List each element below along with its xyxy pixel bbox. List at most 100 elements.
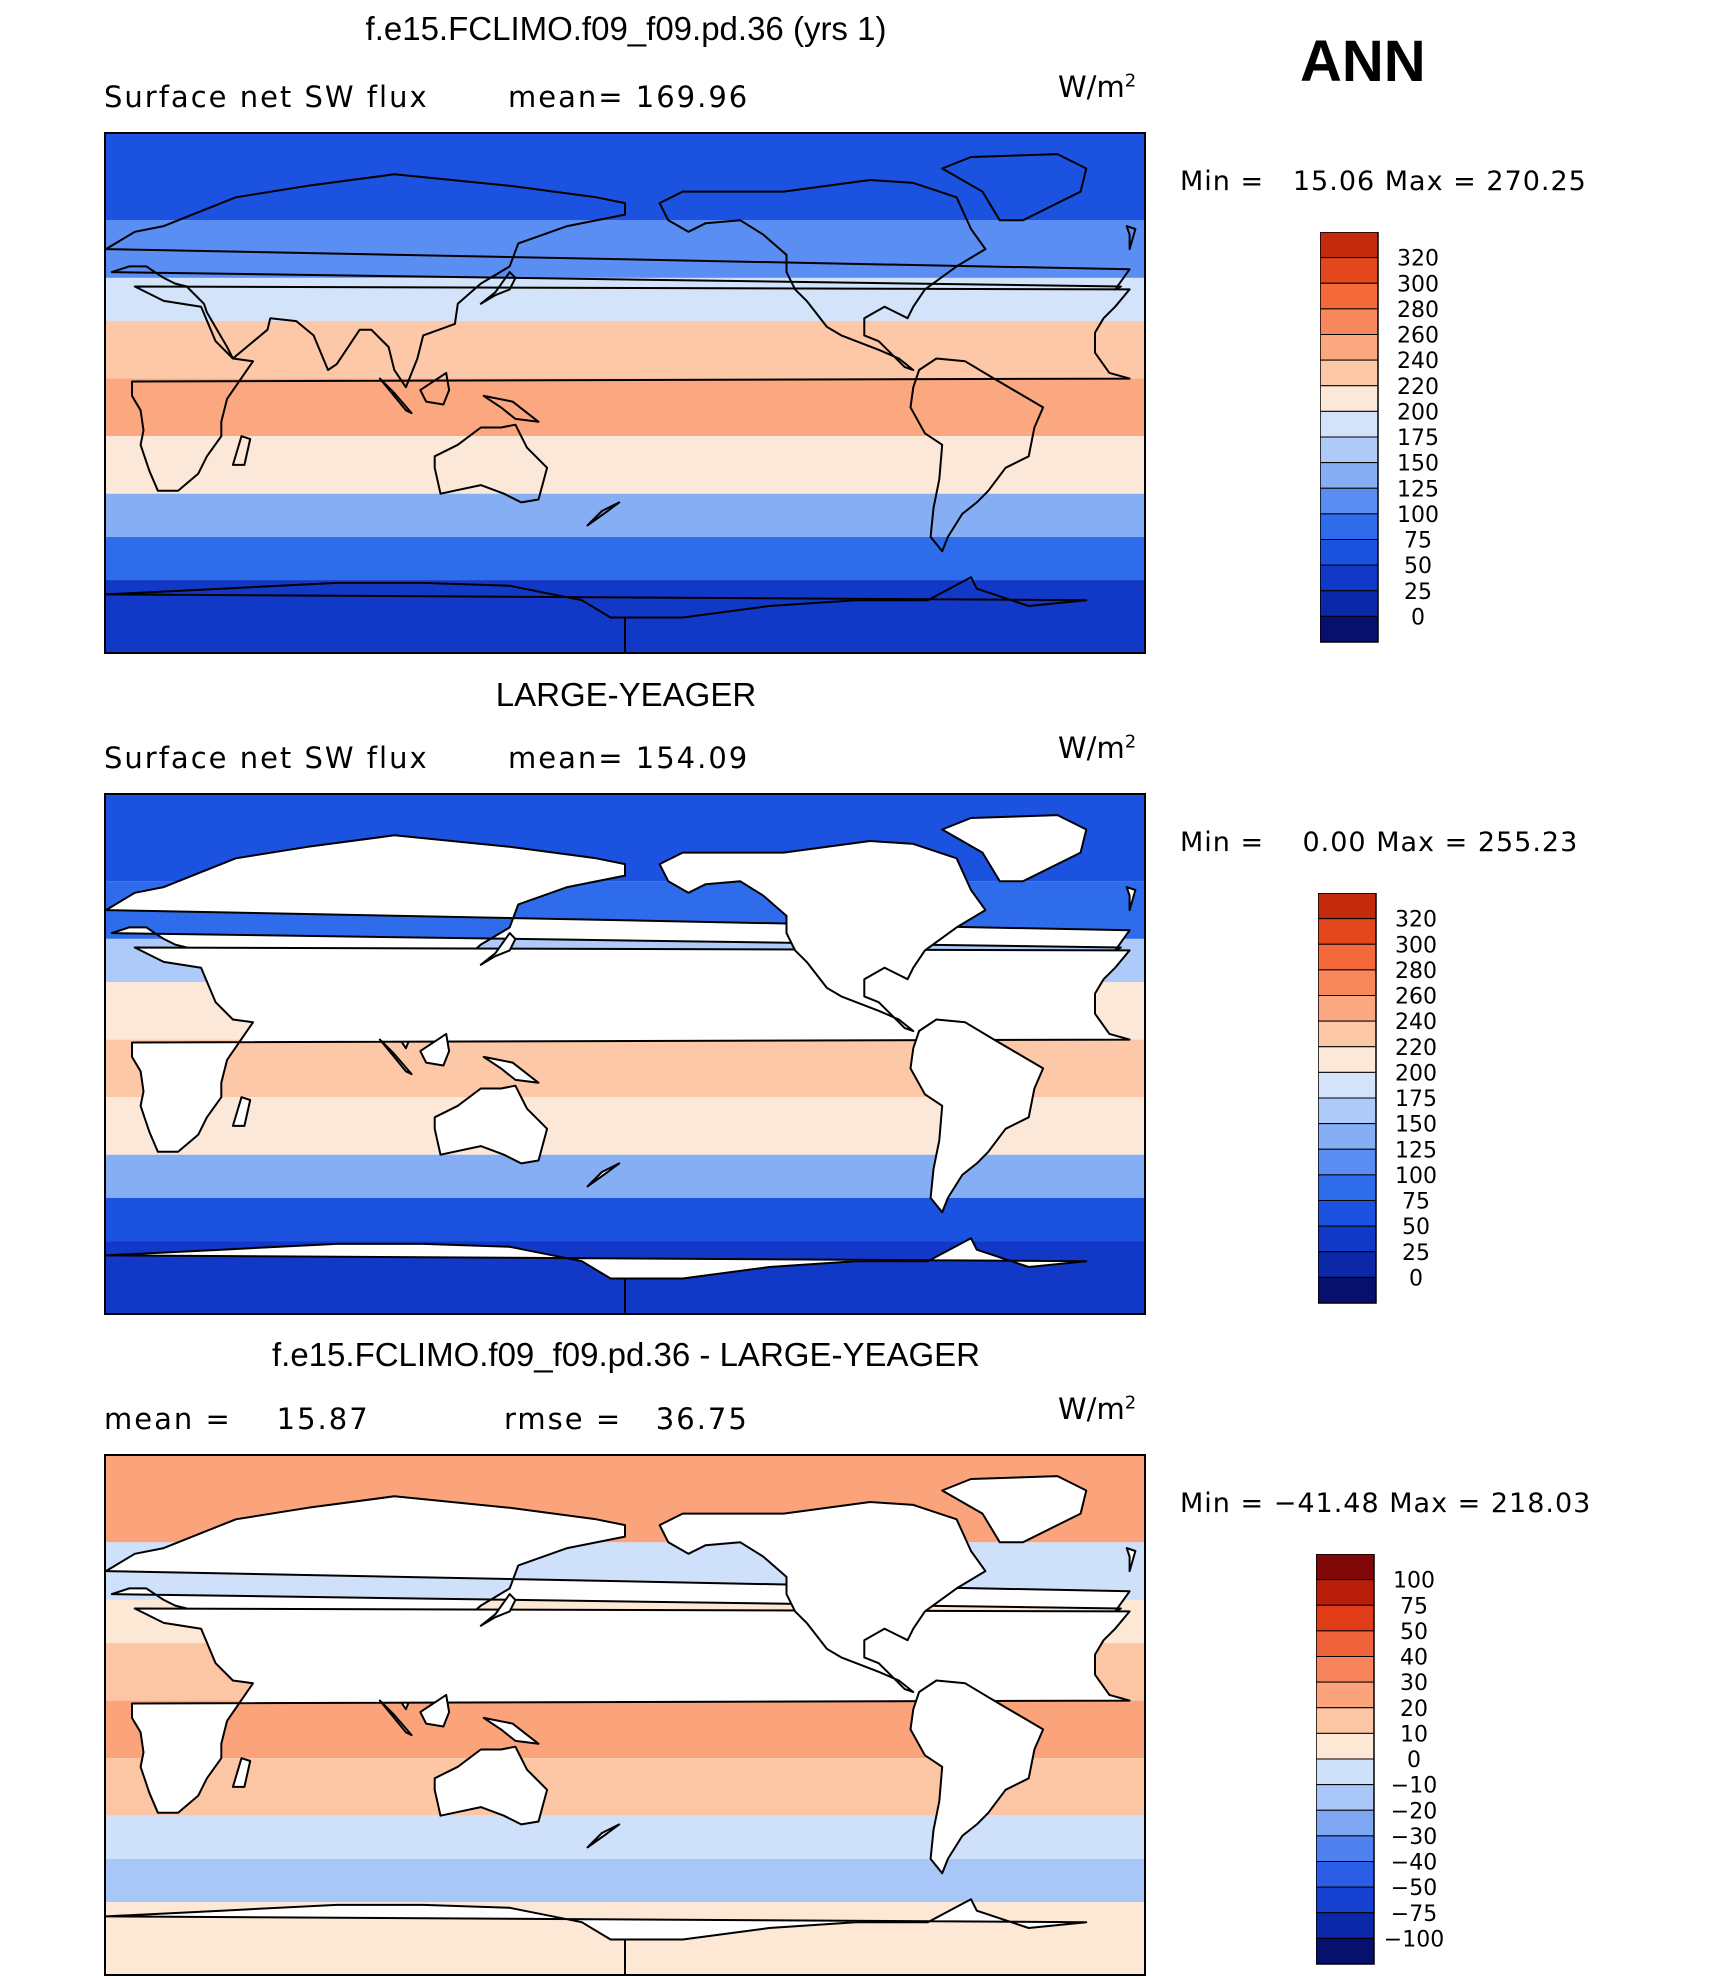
colorbar-tick-label: 220	[1395, 1036, 1437, 1061]
coastline	[1125, 225, 1137, 251]
colorbar-swatch	[1316, 1656, 1375, 1683]
coastline	[482, 1716, 540, 1745]
colorbar-swatch	[1318, 1020, 1377, 1048]
colorbar-swatch	[1320, 539, 1379, 566]
colorbar-tick-label: 200	[1397, 400, 1439, 425]
colorbar-tick-label: 25	[1402, 1241, 1430, 1266]
colorbar-swatch	[1320, 359, 1379, 387]
coastline	[106, 1237, 1088, 1313]
colorbar-tick-label: 25	[1404, 580, 1432, 605]
colorbar-swatch	[1320, 564, 1379, 592]
colorbar-tick-label: 0	[1407, 1748, 1421, 1773]
colorbar-tick-label: 280	[1397, 298, 1439, 323]
zonal-band	[106, 1154, 1144, 1198]
panel1-mean-label: mean= 169.96	[508, 80, 750, 114]
colorbar-swatch	[1316, 1604, 1375, 1632]
zonal-band	[106, 321, 1144, 379]
panel3-units: W/m2	[1058, 1392, 1137, 1426]
coastline	[586, 1823, 621, 1849]
colorbar-swatch	[1320, 232, 1379, 259]
panel3-rmse-label: rmse = 36.75	[504, 1402, 749, 1436]
coastline	[131, 1607, 1131, 1814]
colorbar-tick-label: 0	[1411, 605, 1425, 630]
colorbar-tick-label: 300	[1395, 933, 1437, 958]
zonal-band	[106, 436, 1144, 494]
coastline	[909, 357, 1045, 553]
panel2-units: W/m2	[1058, 731, 1137, 765]
coastline	[419, 1032, 451, 1067]
colorbar-swatch	[1320, 334, 1379, 361]
colorbar-swatch	[1316, 1579, 1375, 1606]
coastline	[378, 1699, 413, 1737]
colorbar-swatch	[1318, 1097, 1377, 1125]
coastline	[1125, 886, 1137, 912]
coastline	[1125, 1547, 1137, 1573]
coastline	[479, 271, 517, 305]
colorbar-swatch	[1318, 1123, 1377, 1150]
colorbar-tick-label: 260	[1397, 324, 1439, 349]
colorbar-tick-label: 30	[1400, 1671, 1428, 1696]
colorbar-swatch	[1316, 1835, 1375, 1862]
colorbar-tick-label: 220	[1397, 375, 1439, 400]
coastline	[106, 576, 1088, 652]
colorbar-swatch	[1318, 969, 1377, 996]
colorbar-swatch	[1320, 282, 1379, 310]
colorbar-tick-label: 320	[1395, 908, 1437, 933]
coastline	[106, 1898, 1088, 1974]
colorbar-tick-label: 50	[1404, 554, 1432, 579]
coastline	[419, 1693, 451, 1728]
zonal-band	[106, 1197, 1144, 1242]
panel1-map-svg	[106, 134, 1144, 652]
coastline	[941, 814, 1088, 883]
colorbar-tick-label: 240	[1395, 1010, 1437, 1035]
zonal-band	[106, 536, 1144, 581]
coastline	[231, 1096, 252, 1127]
colorbar-tick-label: 125	[1395, 1138, 1437, 1163]
colorbar-swatch	[1316, 1630, 1375, 1657]
colorbar-tick-label: 125	[1397, 477, 1439, 502]
colorbar-swatch	[1316, 1681, 1375, 1709]
colorbar-swatch	[1316, 1758, 1375, 1786]
colorbar-swatch	[1318, 1071, 1377, 1099]
season-label: ANN	[1300, 29, 1426, 94]
zonal-band	[106, 220, 1144, 278]
colorbar-swatch	[1318, 1200, 1377, 1227]
colorbar-tick-label: 40	[1400, 1646, 1428, 1671]
coastline	[433, 423, 549, 504]
colorbar-swatch	[1320, 257, 1379, 284]
colorbar-swatch	[1316, 1861, 1375, 1888]
colorbar-swatch	[1318, 995, 1377, 1022]
colorbar-tick-label: −30	[1391, 1825, 1437, 1850]
panel1-title: f.e15.FCLIMO.f09_f09.pd.36 (yrs 1)	[365, 10, 887, 47]
colorbar-tick-label: 100	[1397, 503, 1439, 528]
panel2-variable-label: Surface net SW flux	[104, 741, 429, 775]
colorbar-swatch	[1320, 462, 1379, 489]
colorbar-swatch	[1320, 487, 1379, 515]
colorbar-tick-label: 75	[1404, 529, 1432, 554]
colorbar-tick-label: 10	[1400, 1722, 1428, 1747]
colorbar-swatch	[1320, 590, 1379, 617]
colorbar-tick-label: −100	[1384, 1927, 1444, 1952]
colorbar-swatch	[1320, 615, 1379, 643]
panel3-map	[104, 1454, 1146, 1976]
zonal-band	[106, 1815, 1144, 1859]
panel1-minmax: Min = 15.06 Max = 270.25	[1180, 166, 1587, 197]
coastline	[941, 153, 1088, 222]
colorbar-tick-label: −50	[1391, 1876, 1437, 1901]
colorbar-tick-label: 320	[1397, 247, 1439, 272]
coastline	[658, 840, 987, 1032]
coastline	[482, 394, 540, 423]
colorbar-tick-label: 200	[1395, 1061, 1437, 1086]
coastline	[658, 179, 987, 371]
colorbar-tick-label: −40	[1391, 1851, 1437, 1876]
colorbar-tick-label: 20	[1400, 1697, 1428, 1722]
colorbar-tick-label: −75	[1391, 1902, 1437, 1927]
coastline	[586, 501, 621, 527]
panel2-map	[104, 793, 1146, 1315]
zonal-band	[106, 378, 1144, 437]
coastline	[909, 1018, 1045, 1214]
colorbar-swatch	[1320, 385, 1379, 412]
colorbar-swatch	[1318, 1225, 1377, 1253]
